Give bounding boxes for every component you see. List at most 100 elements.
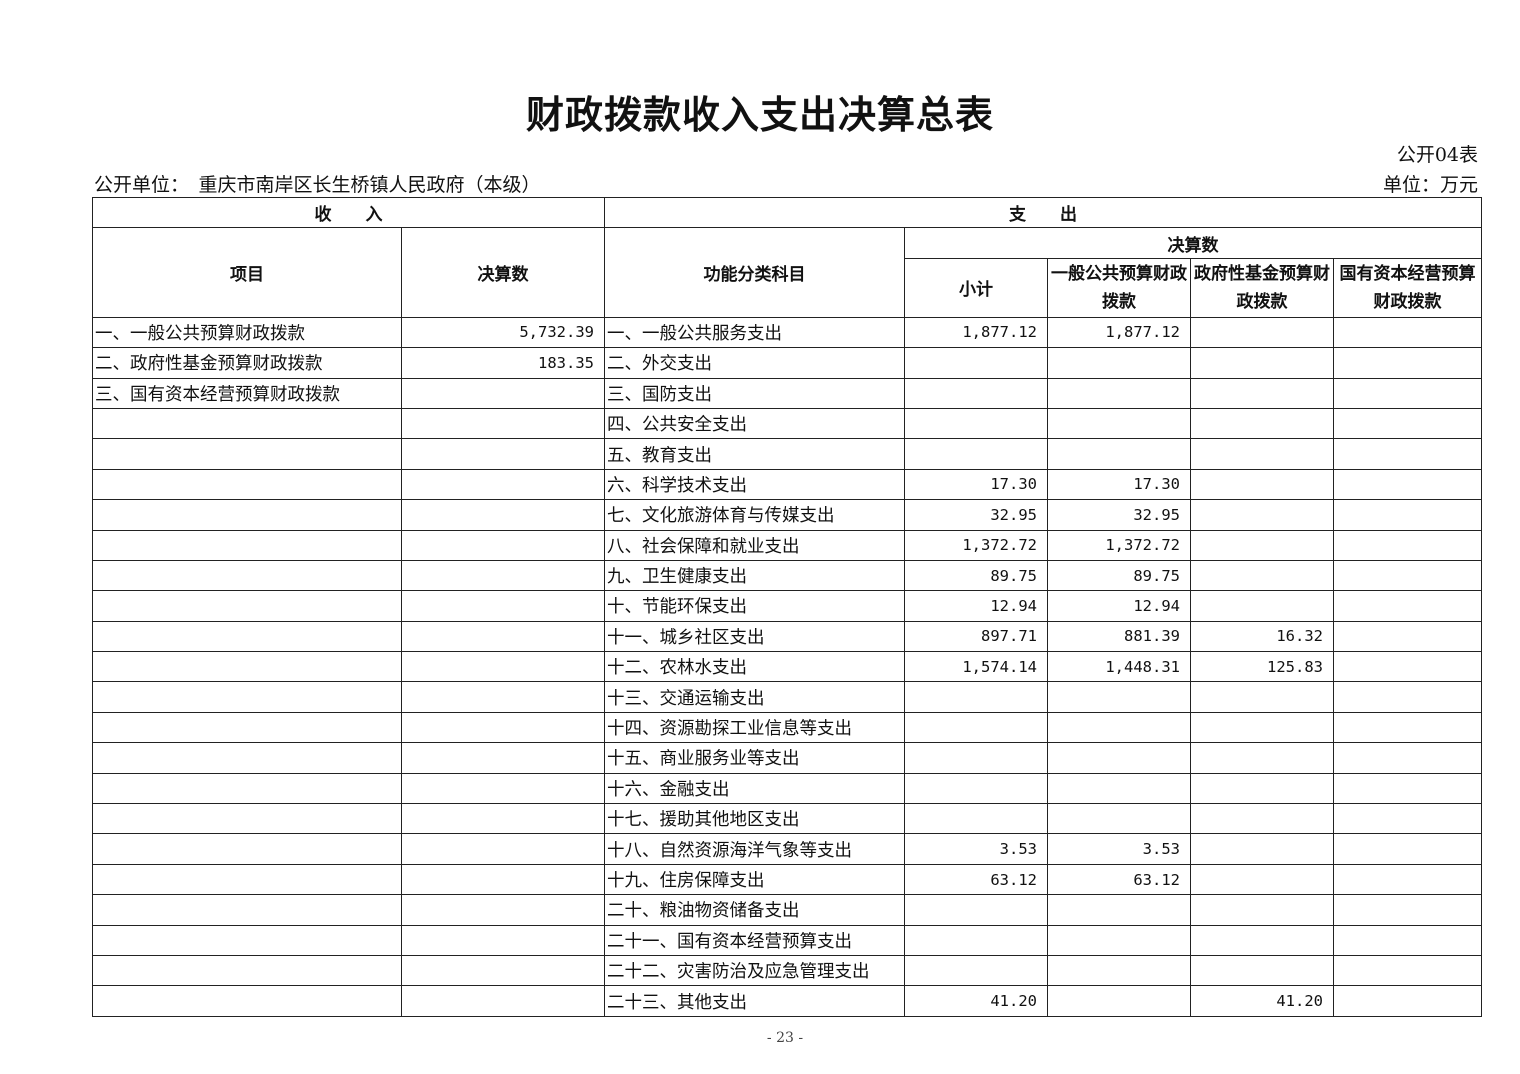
table-row: 九、卫生健康支出 89.75 89.75 [92,559,1483,592]
state-capital-value [1332,803,1483,835]
gov-fund-value [1190,711,1334,744]
subtotal-value: 1,877.12 [904,316,1048,349]
state-capital-value [1332,590,1483,622]
expense-category: 六、科学技术支出 [604,468,905,501]
income-item [92,894,402,926]
subtotal-value [904,347,1048,379]
income-item [92,529,402,561]
income-item [92,985,402,1017]
income-item [92,833,402,865]
expense-category: 五、教育支出 [604,438,905,470]
general-public-value [1047,924,1191,956]
general-public-value [1047,803,1191,835]
state-capital-value [1332,468,1483,501]
income-amount [401,985,605,1017]
gov-fund-value [1190,803,1334,835]
expense-category: 七、文化旅游体育与传媒支出 [604,499,905,531]
gov-fund-value [1190,924,1334,956]
income-amount [401,620,605,653]
expense-category: 一、一般公共服务支出 [604,316,905,349]
income-item [92,559,402,592]
state-capital-value [1332,347,1483,379]
income-item [92,711,402,744]
page-number: - 23 - [766,1030,804,1046]
currency-unit: 单位：万元 [1382,174,1478,196]
income-item: 一、一般公共预算财政拨款 [92,316,402,349]
state-capital-value [1332,681,1483,713]
expense-category: 四、公共安全支出 [604,407,905,440]
income-amount: 5,732.39 [401,316,605,349]
table-row: 五、教育支出 [92,438,1483,470]
subtotal-value: 32.95 [904,499,1048,531]
subtotal-value [904,894,1048,926]
income-item [92,742,402,774]
income-amount [401,468,605,501]
table-row: 二、政府性基金预算财政拨款 183.35 二、外交支出 [92,347,1483,379]
income-item [92,438,402,470]
income-item: 二、政府性基金预算财政拨款 [92,347,402,379]
expense-category: 二、外交支出 [604,347,905,379]
income-amount-header: 决算数 [401,227,605,318]
gov-fund-value [1190,499,1334,531]
income-amount [401,407,605,440]
general-public-value: 1,448.31 [1047,651,1191,683]
appropriation-table: 收 入 支 出 项目 决算数 功能分类科目 决算数 小计 一般公共预算财政拨款 … [92,196,1483,1017]
income-item [92,620,402,653]
state-capital-value [1332,316,1483,349]
state-capital-value [1332,924,1483,956]
income-amount [401,499,605,531]
income-amount [401,651,605,683]
income-item [92,772,402,805]
state-capital-value [1332,559,1483,592]
expense-category: 三、国防支出 [604,377,905,409]
general-public-value: 1,877.12 [1047,316,1191,349]
expense-category: 八、社会保障和就业支出 [604,529,905,561]
state-capital-value [1332,742,1483,774]
table-row: 十、节能环保支出 12.94 12.94 [92,590,1483,622]
general-public-value: 881.39 [1047,620,1191,653]
gov-fund-value [1190,529,1334,561]
general-public-header: 一般公共预算财政拨款 [1047,257,1191,318]
gov-fund-value [1190,742,1334,774]
gov-fund-value [1190,954,1334,987]
state-capital-value [1332,620,1483,653]
subtotal-value: 89.75 [904,559,1048,592]
income-amount [401,833,605,865]
general-public-value [1047,377,1191,409]
income-item [92,863,402,896]
gov-fund-value [1190,438,1334,470]
general-public-value [1047,681,1191,713]
gov-fund-value [1190,407,1334,440]
unit-row: 公开单位： 重庆市南岸区长生桥镇人民政府（本级） 单位：万元 [94,170,1478,197]
state-capital-value [1332,954,1483,987]
income-amount [401,559,605,592]
expense-category: 九、卫生健康支出 [604,559,905,592]
subtotal-value [904,711,1048,744]
general-public-value [1047,894,1191,926]
income-amount [401,742,605,774]
income-item [92,651,402,683]
expense-category: 十五、商业服务业等支出 [604,742,905,774]
state-capital-value [1332,651,1483,683]
table-row: 十二、农林水支出 1,574.14 1,448.31 125.83 [92,651,1483,683]
expense-category: 二十三、其他支出 [604,985,905,1017]
subtotal-value [904,803,1048,835]
table-row: 二十三、其他支出 41.20 41.20 [92,985,1483,1017]
gov-fund-value [1190,590,1334,622]
final-amount-header: 决算数 [903,227,1483,259]
general-public-value [1047,954,1191,987]
table-row: 十四、资源勘探工业信息等支出 [92,711,1483,744]
income-amount [401,863,605,896]
gov-fund-value: 125.83 [1190,651,1334,683]
state-capital-value [1332,985,1483,1017]
income-header: 收 入 [92,196,605,229]
subtotal-value: 17.30 [904,468,1048,501]
gov-fund-value: 16.32 [1190,620,1334,653]
expense-category: 二十、粮油物资储备支出 [604,894,905,926]
income-amount [401,438,605,470]
expense-category: 十二、农林水支出 [604,651,905,683]
gov-fund-value [1190,468,1334,501]
state-capital-value [1332,711,1483,744]
income-item [92,681,402,713]
subtotal-value [904,924,1048,956]
